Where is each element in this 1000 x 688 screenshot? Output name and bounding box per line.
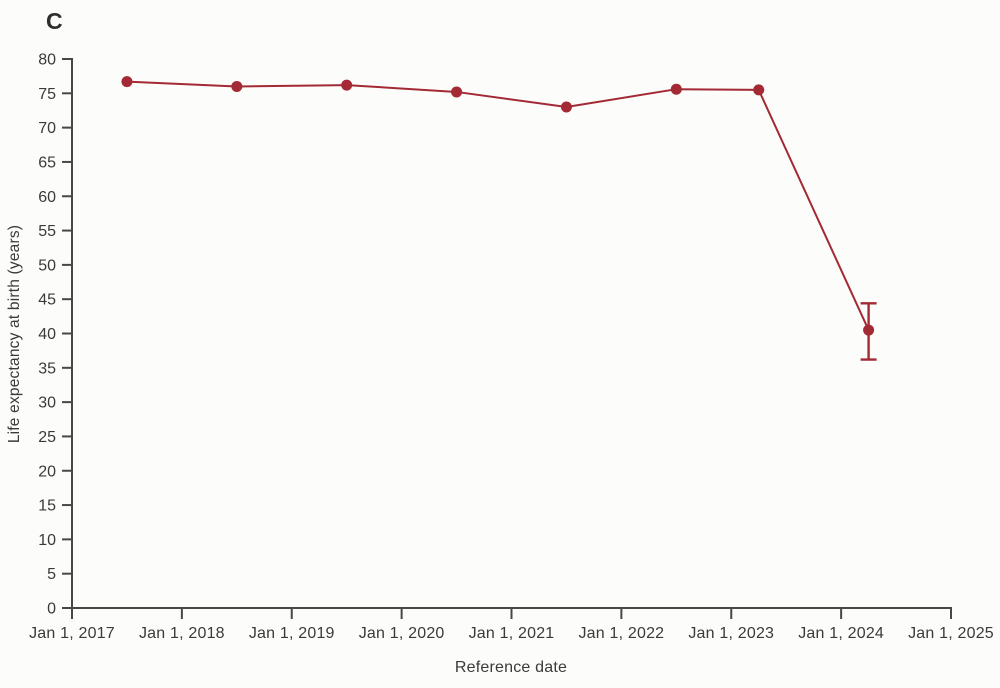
y-tick-label: 40 [38,326,56,343]
y-tick-label: 80 [38,52,56,69]
y-tick-label: 35 [38,360,56,377]
data-point [560,101,572,113]
y-tick-label: 10 [38,532,56,549]
x-axis-title: Reference date [454,659,568,676]
y-tick-label: 30 [38,395,56,412]
data-point [451,86,463,98]
series-line [126,80,870,331]
data-point [670,83,682,95]
x-tick-label: Jan 1, 2025 [908,625,994,642]
y-tick-label: 5 [47,566,56,583]
y-tick-label: 60 [38,189,56,206]
y-tick-label: 45 [38,292,56,309]
x-tick-label: Jan 1, 2019 [249,625,335,642]
panel-label: C [46,8,63,34]
x-tick-label: Jan 1, 2023 [688,625,774,642]
data-point [863,324,875,336]
x-tick-label: Jan 1, 2022 [578,625,664,642]
x-tick-label: Jan 1, 2018 [139,625,225,642]
y-axis-title: Life expectancy at birth (years) [6,224,23,444]
x-tick-label: Jan 1, 2017 [29,625,115,642]
data-point [341,79,353,91]
data-point [121,76,133,88]
x-tick-label: Jan 1, 2021 [469,625,555,642]
y-tick-label: 65 [38,154,56,171]
y-tick-label: 50 [38,257,56,274]
y-tick-label: 0 [47,601,56,618]
x-tick-label: Jan 1, 2020 [359,625,445,642]
y-tick-label: 70 [38,120,56,137]
x-tick-label: Jan 1, 2024 [798,625,884,642]
y-tick-label: 25 [38,429,56,446]
y-tick-label: 55 [38,223,56,240]
y-tick-label: 20 [38,463,56,480]
y-tick-label: 15 [38,498,56,515]
data-point [231,80,243,92]
data-point [753,84,765,96]
y-tick-label: 75 [38,86,56,103]
